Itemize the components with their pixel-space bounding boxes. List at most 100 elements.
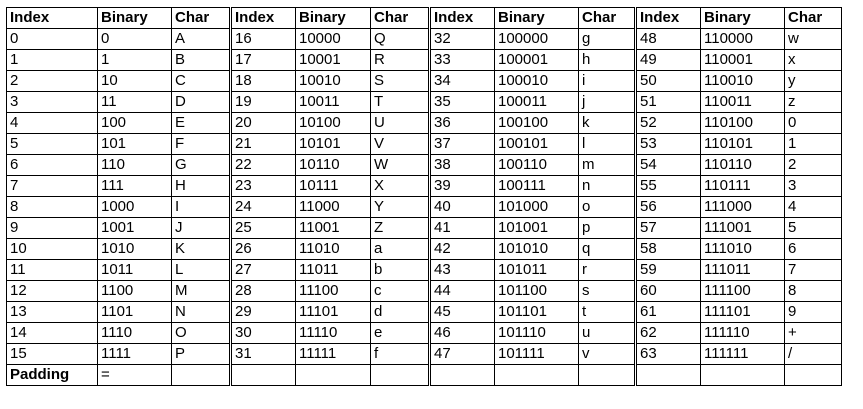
- column-header-binary: Binary: [700, 7, 785, 29]
- table-row: 3 11 D 19 10011 T 35 100011 j 51 110011 z: [6, 91, 842, 113]
- empty-cell: [370, 364, 430, 386]
- index-cell: 11: [6, 259, 98, 281]
- char-cell: v: [578, 343, 636, 365]
- column-header-char: Char: [784, 7, 842, 29]
- binary-cell: 111010: [700, 238, 785, 260]
- char-cell: k: [578, 112, 636, 134]
- char-cell: Y: [370, 196, 430, 218]
- index-cell: 2: [6, 70, 98, 92]
- char-cell: E: [171, 112, 231, 134]
- binary-cell: 1010: [97, 238, 172, 260]
- binary-cell: 10: [97, 70, 172, 92]
- char-cell: P: [171, 343, 231, 365]
- char-cell: 8: [784, 280, 842, 302]
- binary-cell: 11: [97, 91, 172, 113]
- empty-cell: [171, 364, 231, 386]
- binary-cell: 111100: [700, 280, 785, 302]
- binary-cell: 10110: [295, 154, 371, 176]
- binary-cell: 11000: [295, 196, 371, 218]
- index-cell: 32: [428, 28, 495, 50]
- char-cell: N: [171, 301, 231, 323]
- binary-cell: 100101: [494, 133, 579, 155]
- table-row: 10 1010 K 26 11010 a 42 101010 q 58 111010 6: [6, 238, 842, 260]
- padding-label: Padding: [6, 364, 98, 386]
- index-cell: 10: [6, 238, 98, 260]
- binary-cell: 1111: [97, 343, 172, 365]
- index-cell: 38: [428, 154, 495, 176]
- char-cell: T: [370, 91, 430, 113]
- char-cell: 6: [784, 238, 842, 260]
- binary-cell: 110100: [700, 112, 785, 134]
- index-cell: 3: [6, 91, 98, 113]
- column-header-index: Index: [634, 7, 701, 29]
- index-cell: 58: [634, 238, 701, 260]
- index-cell: 35: [428, 91, 495, 113]
- index-cell: 20: [229, 112, 296, 134]
- char-cell: 5: [784, 217, 842, 239]
- binary-cell: 1101: [97, 301, 172, 323]
- binary-cell: 10001: [295, 49, 371, 71]
- empty-cell: [494, 364, 579, 386]
- binary-cell: 101111: [494, 343, 579, 365]
- binary-cell: 1011: [97, 259, 172, 281]
- char-cell: B: [171, 49, 231, 71]
- char-cell: 0: [784, 112, 842, 134]
- empty-cell: [428, 364, 495, 386]
- binary-cell: 11110: [295, 322, 371, 344]
- binary-cell: 111111: [700, 343, 785, 365]
- binary-cell: 111011: [700, 259, 785, 281]
- table-row: 1 1 B 17 10001 R 33 100001 h 49 110001 x: [6, 49, 842, 71]
- binary-cell: 111001: [700, 217, 785, 239]
- char-cell: r: [578, 259, 636, 281]
- index-cell: 21: [229, 133, 296, 155]
- table-row: 9 1001 J 25 11001 Z 41 101001 p 57 111001 5: [6, 217, 842, 239]
- char-cell: S: [370, 70, 430, 92]
- binary-cell: 10100: [295, 112, 371, 134]
- table-row: 11 1011 L 27 11011 b 43 101011 r 59 111011 7: [6, 259, 842, 281]
- binary-cell: 111101: [700, 301, 785, 323]
- char-cell: g: [578, 28, 636, 50]
- column-header-binary: Binary: [295, 7, 371, 29]
- char-cell: I: [171, 196, 231, 218]
- binary-cell: 101000: [494, 196, 579, 218]
- char-cell: c: [370, 280, 430, 302]
- column-header-index: Index: [6, 7, 98, 29]
- binary-cell: 101011: [494, 259, 579, 281]
- column-header-index: Index: [229, 7, 296, 29]
- binary-cell: 11101: [295, 301, 371, 323]
- empty-cell: [578, 364, 636, 386]
- binary-cell: 1110: [97, 322, 172, 344]
- binary-cell: 0: [97, 28, 172, 50]
- char-cell: a: [370, 238, 430, 260]
- char-cell: R: [370, 49, 430, 71]
- binary-cell: 11100: [295, 280, 371, 302]
- binary-cell: 110110: [700, 154, 785, 176]
- index-cell: 17: [229, 49, 296, 71]
- index-cell: 29: [229, 301, 296, 323]
- char-cell: p: [578, 217, 636, 239]
- empty-cell: [784, 364, 842, 386]
- index-cell: 1: [6, 49, 98, 71]
- index-cell: 50: [634, 70, 701, 92]
- char-cell: +: [784, 322, 842, 344]
- char-cell: w: [784, 28, 842, 50]
- table-row: 13 1101 N 29 11101 d 45 101101 t 61 111101 9: [6, 301, 842, 323]
- char-cell: o: [578, 196, 636, 218]
- empty-cell: [229, 364, 296, 386]
- column-header-char: Char: [370, 7, 430, 29]
- binary-cell: 110010: [700, 70, 785, 92]
- char-cell: y: [784, 70, 842, 92]
- table-row: 2 10 C 18 10010 S 34 100010 i 50 110010 y: [6, 70, 842, 92]
- index-cell: 23: [229, 175, 296, 197]
- char-cell: 4: [784, 196, 842, 218]
- binary-cell: 110001: [700, 49, 785, 71]
- char-cell: l: [578, 133, 636, 155]
- index-cell: 52: [634, 112, 701, 134]
- binary-cell: 110: [97, 154, 172, 176]
- index-cell: 27: [229, 259, 296, 281]
- index-cell: 62: [634, 322, 701, 344]
- char-cell: U: [370, 112, 430, 134]
- char-cell: M: [171, 280, 231, 302]
- index-cell: 53: [634, 133, 701, 155]
- index-cell: 31: [229, 343, 296, 365]
